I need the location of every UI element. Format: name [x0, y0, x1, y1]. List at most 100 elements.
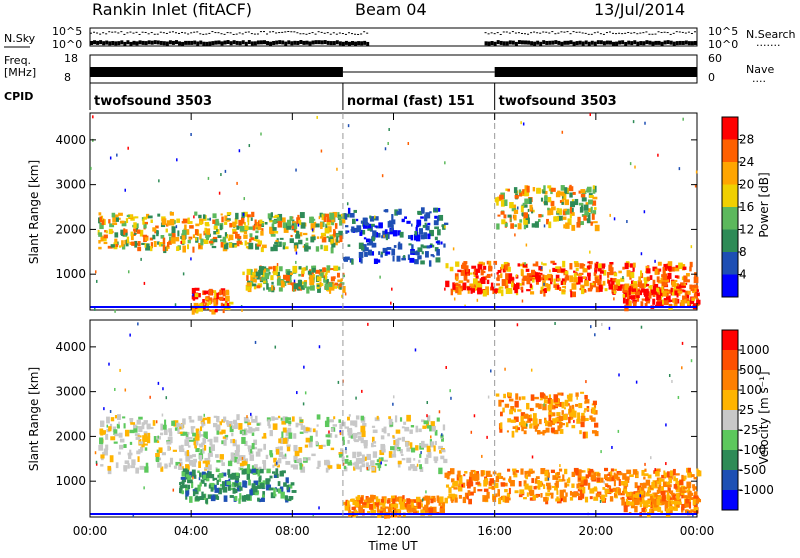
- heatmap-cell: [219, 224, 223, 231]
- nsearch-point: [150, 32, 153, 34]
- heatmap-cell: [133, 222, 137, 229]
- heatmap-cell: [547, 422, 553, 427]
- heatmap-cell: [157, 381, 160, 385]
- heatmap-cell: [198, 214, 202, 219]
- heatmap-cell: [333, 265, 339, 271]
- heatmap-cell: [567, 395, 573, 402]
- heatmap-cell: [264, 272, 270, 280]
- heatmap-cell: [145, 462, 149, 467]
- heatmap-cell: [162, 387, 164, 391]
- heatmap-cell: [600, 450, 602, 454]
- heatmap-cell: [563, 224, 566, 229]
- nsearch-point: [578, 31, 581, 33]
- heatmap-cell: [590, 221, 594, 224]
- heatmap-cell: [410, 499, 414, 503]
- heatmap-cell: [188, 238, 192, 241]
- heatmap-cell: [115, 243, 119, 248]
- heatmap-cell: [347, 124, 350, 128]
- heatmap-cell: [526, 185, 530, 193]
- heatmap-cell: [236, 225, 240, 230]
- heatmap-cell: [134, 232, 137, 235]
- heatmap-cell: [198, 293, 201, 298]
- heatmap-cell: [429, 244, 432, 248]
- heatmap-cell: [694, 184, 697, 188]
- heatmap-cell: [682, 266, 687, 270]
- nsky-point: [217, 40, 221, 45]
- heatmap-cell: [450, 288, 454, 296]
- heatmap-cell: [109, 223, 115, 228]
- heatmap-cell: [392, 435, 395, 438]
- heatmap-cell: [250, 428, 256, 432]
- heatmap-cell: [277, 481, 281, 486]
- heatmap-cell: [135, 467, 140, 474]
- heatmap-cell: [430, 435, 432, 439]
- heatmap-cell: [602, 280, 606, 286]
- heatmap-cell: [510, 419, 516, 423]
- heatmap-cell: [198, 244, 201, 249]
- heatmap-cell: [402, 495, 405, 502]
- heatmap-cell: [299, 431, 304, 434]
- heatmap-cell: [180, 431, 185, 436]
- heatmap-cell: [202, 299, 205, 304]
- heatmap-cell: [220, 302, 224, 309]
- freq-label-line2: [MHz]: [4, 66, 36, 79]
- heatmap-cell: [361, 389, 363, 393]
- heatmap-cell: [385, 234, 388, 241]
- nsearch-point: [645, 31, 648, 33]
- nsearch-point: [135, 31, 138, 33]
- heatmap-cell: [486, 435, 488, 439]
- heatmap-cell: [182, 218, 188, 224]
- heatmap-cell: [606, 477, 611, 482]
- heatmap-cell: [315, 223, 320, 228]
- heatmap-cell: [543, 403, 545, 407]
- nsky-point: [147, 40, 151, 45]
- heatmap-cell: [374, 225, 378, 228]
- heatmap-cell: [547, 209, 551, 216]
- heatmap-cell: [413, 458, 416, 461]
- heatmap-cell: [604, 288, 608, 292]
- heatmap-cell: [366, 453, 371, 460]
- heatmap-cell: [326, 459, 330, 466]
- heatmap-cell: [170, 237, 176, 244]
- heatmap-cell: [591, 407, 596, 414]
- nsearch-point: [168, 31, 171, 33]
- heatmap-cell: [610, 497, 614, 502]
- heatmap-cell: [569, 496, 574, 501]
- heatmap-cell: [562, 260, 566, 268]
- heatmap-cell: [248, 450, 251, 455]
- heatmap-cell: [513, 408, 517, 413]
- heatmap-cell: [645, 508, 648, 512]
- heatmap-cell: [584, 268, 588, 273]
- heatmap-cell: [671, 281, 676, 285]
- heatmap-cell: [125, 231, 128, 236]
- heatmap-cell: [573, 270, 576, 273]
- heatmap-cell: [353, 506, 356, 511]
- heatmap-cell: [200, 419, 205, 424]
- heatmap-cell: [190, 426, 194, 434]
- heatmap-cell: [419, 453, 422, 458]
- x-axis-label: Time UT: [367, 539, 418, 553]
- heatmap-cell: [404, 216, 408, 219]
- heatmap-cell: [194, 287, 200, 291]
- nsearch-point: [508, 32, 511, 34]
- heatmap-cell: [543, 224, 546, 228]
- heatmap-cell: [584, 280, 589, 287]
- heatmap-cell: [472, 271, 476, 275]
- heatmap-cell: [392, 402, 394, 406]
- heatmap-cell: [391, 219, 396, 225]
- beam-label: Beam 04: [355, 0, 427, 19]
- heatmap-cell: [415, 445, 419, 451]
- heatmap-cell: [232, 438, 235, 444]
- heatmap-cell: [672, 494, 676, 500]
- heatmap-cell: [466, 273, 469, 276]
- heatmap-cell: [208, 484, 211, 489]
- heatmap-cell: [643, 476, 646, 480]
- heatmap-cell: [543, 497, 548, 502]
- heatmap-cell: [676, 483, 680, 486]
- nsearch-point: [323, 32, 326, 34]
- heatmap-cell: [246, 472, 251, 480]
- heatmap-cell: [227, 460, 233, 467]
- heatmap-cell: [299, 212, 305, 219]
- heatmap-cell: [521, 396, 526, 400]
